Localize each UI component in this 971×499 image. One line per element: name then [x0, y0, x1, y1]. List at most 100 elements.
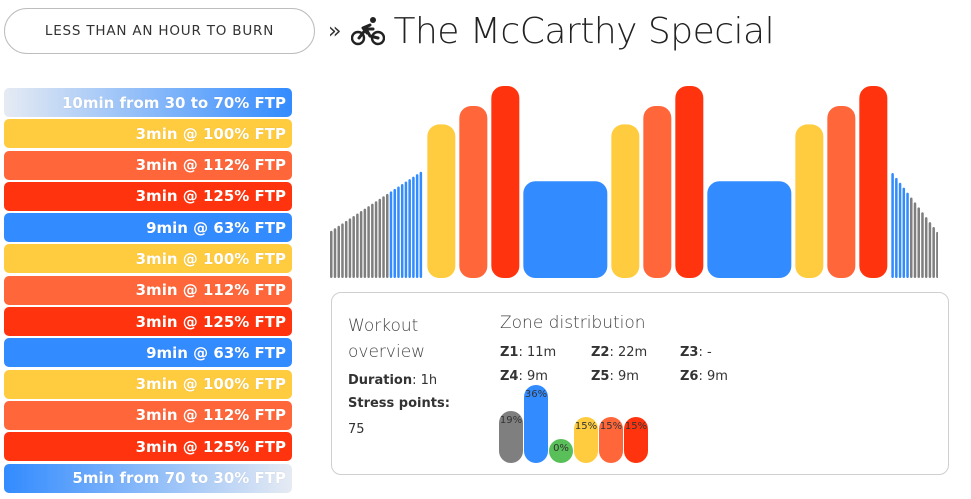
interval-bar [523, 181, 608, 278]
duration-line: Duration: 1h [348, 373, 437, 388]
ramp-bar [333, 228, 337, 278]
overview-title: Workout overview [348, 316, 426, 362]
workout-step: 10min from 30 to 70% FTP [4, 88, 292, 117]
ramp-bar [921, 212, 924, 278]
interval-bar [827, 105, 856, 278]
zone-pill-label: 15% [624, 420, 648, 432]
workout-step: 3min @ 125% FTP [4, 432, 292, 462]
zone-distribution-title: Zone distribution [500, 313, 646, 333]
zone-value: : - [698, 345, 712, 360]
ramp-bar [382, 196, 385, 278]
category-button[interactable]: LESS THAN AN HOUR TO BURN [4, 8, 315, 54]
ramp-bar [408, 179, 411, 278]
ramp-bar [913, 202, 917, 278]
stress-line: Stress points: [348, 396, 450, 411]
zone-pill-z5: 15% [599, 416, 623, 463]
zone-pill-label: 36% [524, 389, 548, 400]
ramp-bar [374, 201, 378, 278]
workout-step: 3min @ 112% FTP [4, 275, 292, 305]
ramp-bar [367, 206, 370, 278]
duration-label: Duration [348, 373, 413, 388]
ramp-bar [344, 220, 348, 278]
stress-label: Stress points [348, 396, 445, 411]
cyclist-icon [351, 16, 386, 46]
ramp-bar [348, 218, 352, 278]
ramp-bar [397, 186, 400, 278]
zone-z6: Z6: 9m [680, 369, 728, 384]
zone-pill-z3: 0% [549, 439, 573, 463]
workout-step: 3min @ 100% FTP [4, 369, 292, 399]
zone-name: Z6 [680, 369, 699, 384]
ramp-bar [330, 230, 333, 278]
workout-step: 9min @ 63% FTP [4, 338, 292, 368]
ramp-bar [356, 213, 359, 278]
ramp-bar [337, 225, 340, 278]
ramp-bar [412, 176, 415, 278]
ramp-bar [359, 211, 363, 278]
zone-name: Z1 [500, 345, 519, 360]
zone-value: : 22m [609, 345, 648, 360]
interval-bar [427, 124, 456, 279]
ramp-bar [924, 217, 928, 278]
ramp-bar [393, 188, 396, 278]
zone-z3: Z3: - [680, 345, 712, 360]
ramp-bar [891, 172, 894, 278]
zone-pill-z2: 36% [524, 385, 548, 463]
zone-pill-label: 15% [599, 420, 623, 432]
workout-step: 9min @ 63% FTP [4, 213, 292, 243]
ramp-bar [898, 182, 902, 278]
zone-name: Z3 [680, 345, 699, 360]
workout-overview-panel: Workout overview Duration: 1h Stress poi… [331, 292, 949, 475]
zone-name: Z2 [591, 345, 610, 360]
interval-bar [491, 86, 520, 278]
zone-name: Z4 [500, 369, 519, 384]
ramp-bar [341, 223, 344, 278]
zone-pill-label: 15% [574, 420, 598, 432]
ramp-bar [936, 231, 938, 278]
workout-step: 3min @ 112% FTP [4, 400, 292, 430]
zone-value: : 9m [698, 369, 728, 384]
workout-step: 3min @ 125% FTP [4, 307, 292, 337]
ramp-bar [902, 187, 906, 278]
ramp-bar [371, 203, 374, 278]
workout-step: 3min @ 112% FTP [4, 150, 292, 180]
interval-bar [643, 105, 672, 278]
zone-value: : 9m [609, 369, 639, 384]
zone-z2: Z2: 22m [591, 345, 647, 360]
workout-step: 3min @ 100% FTP [4, 244, 292, 274]
stress-value: 75 [348, 422, 365, 437]
ramp-bar [363, 208, 367, 278]
separator: » [328, 18, 342, 44]
zone-pill-z4: 15% [574, 416, 598, 463]
ramp-bar [910, 197, 913, 278]
ramp-bar [917, 207, 920, 278]
ramp-bar [928, 222, 932, 278]
duration-value: : 1h [412, 373, 438, 388]
stress-colon: : [444, 396, 450, 411]
ramp-bar [415, 174, 419, 278]
interval-bar [795, 124, 824, 279]
ramp-bar [932, 227, 935, 278]
ramp-bar [386, 193, 389, 278]
zone-z5: Z5: 9m [591, 369, 639, 384]
ramp-bar [378, 198, 382, 278]
zone-distribution-pills: 19% 36% 0% 15% 15% 15% [499, 385, 659, 463]
interval-bar [675, 86, 704, 278]
ramp-bar [404, 181, 408, 278]
workout-steps-list: 10min from 30 to 70% FTP 3min @ 100% FTP 3… [4, 88, 292, 495]
page-title: The McCarthy Special [393, 10, 775, 52]
zone-value: : 11m [518, 345, 557, 360]
interval-bar [707, 181, 792, 278]
ramp-bar [352, 215, 355, 278]
workout-profile-chart [330, 86, 938, 279]
title-row: » The McCarthy Special [328, 6, 775, 56]
zone-value: : 9m [518, 369, 548, 384]
interval-bar [859, 86, 888, 278]
workout-step: 3min @ 100% FTP [4, 119, 292, 149]
ramp-bar [906, 192, 909, 278]
zone-z4: Z4: 9m [500, 369, 548, 384]
ramp-bar [389, 191, 393, 278]
ramp-bar [419, 171, 423, 278]
zone-pill-z6: 15% [624, 416, 648, 463]
zone-pill-label: 0% [553, 443, 569, 454]
